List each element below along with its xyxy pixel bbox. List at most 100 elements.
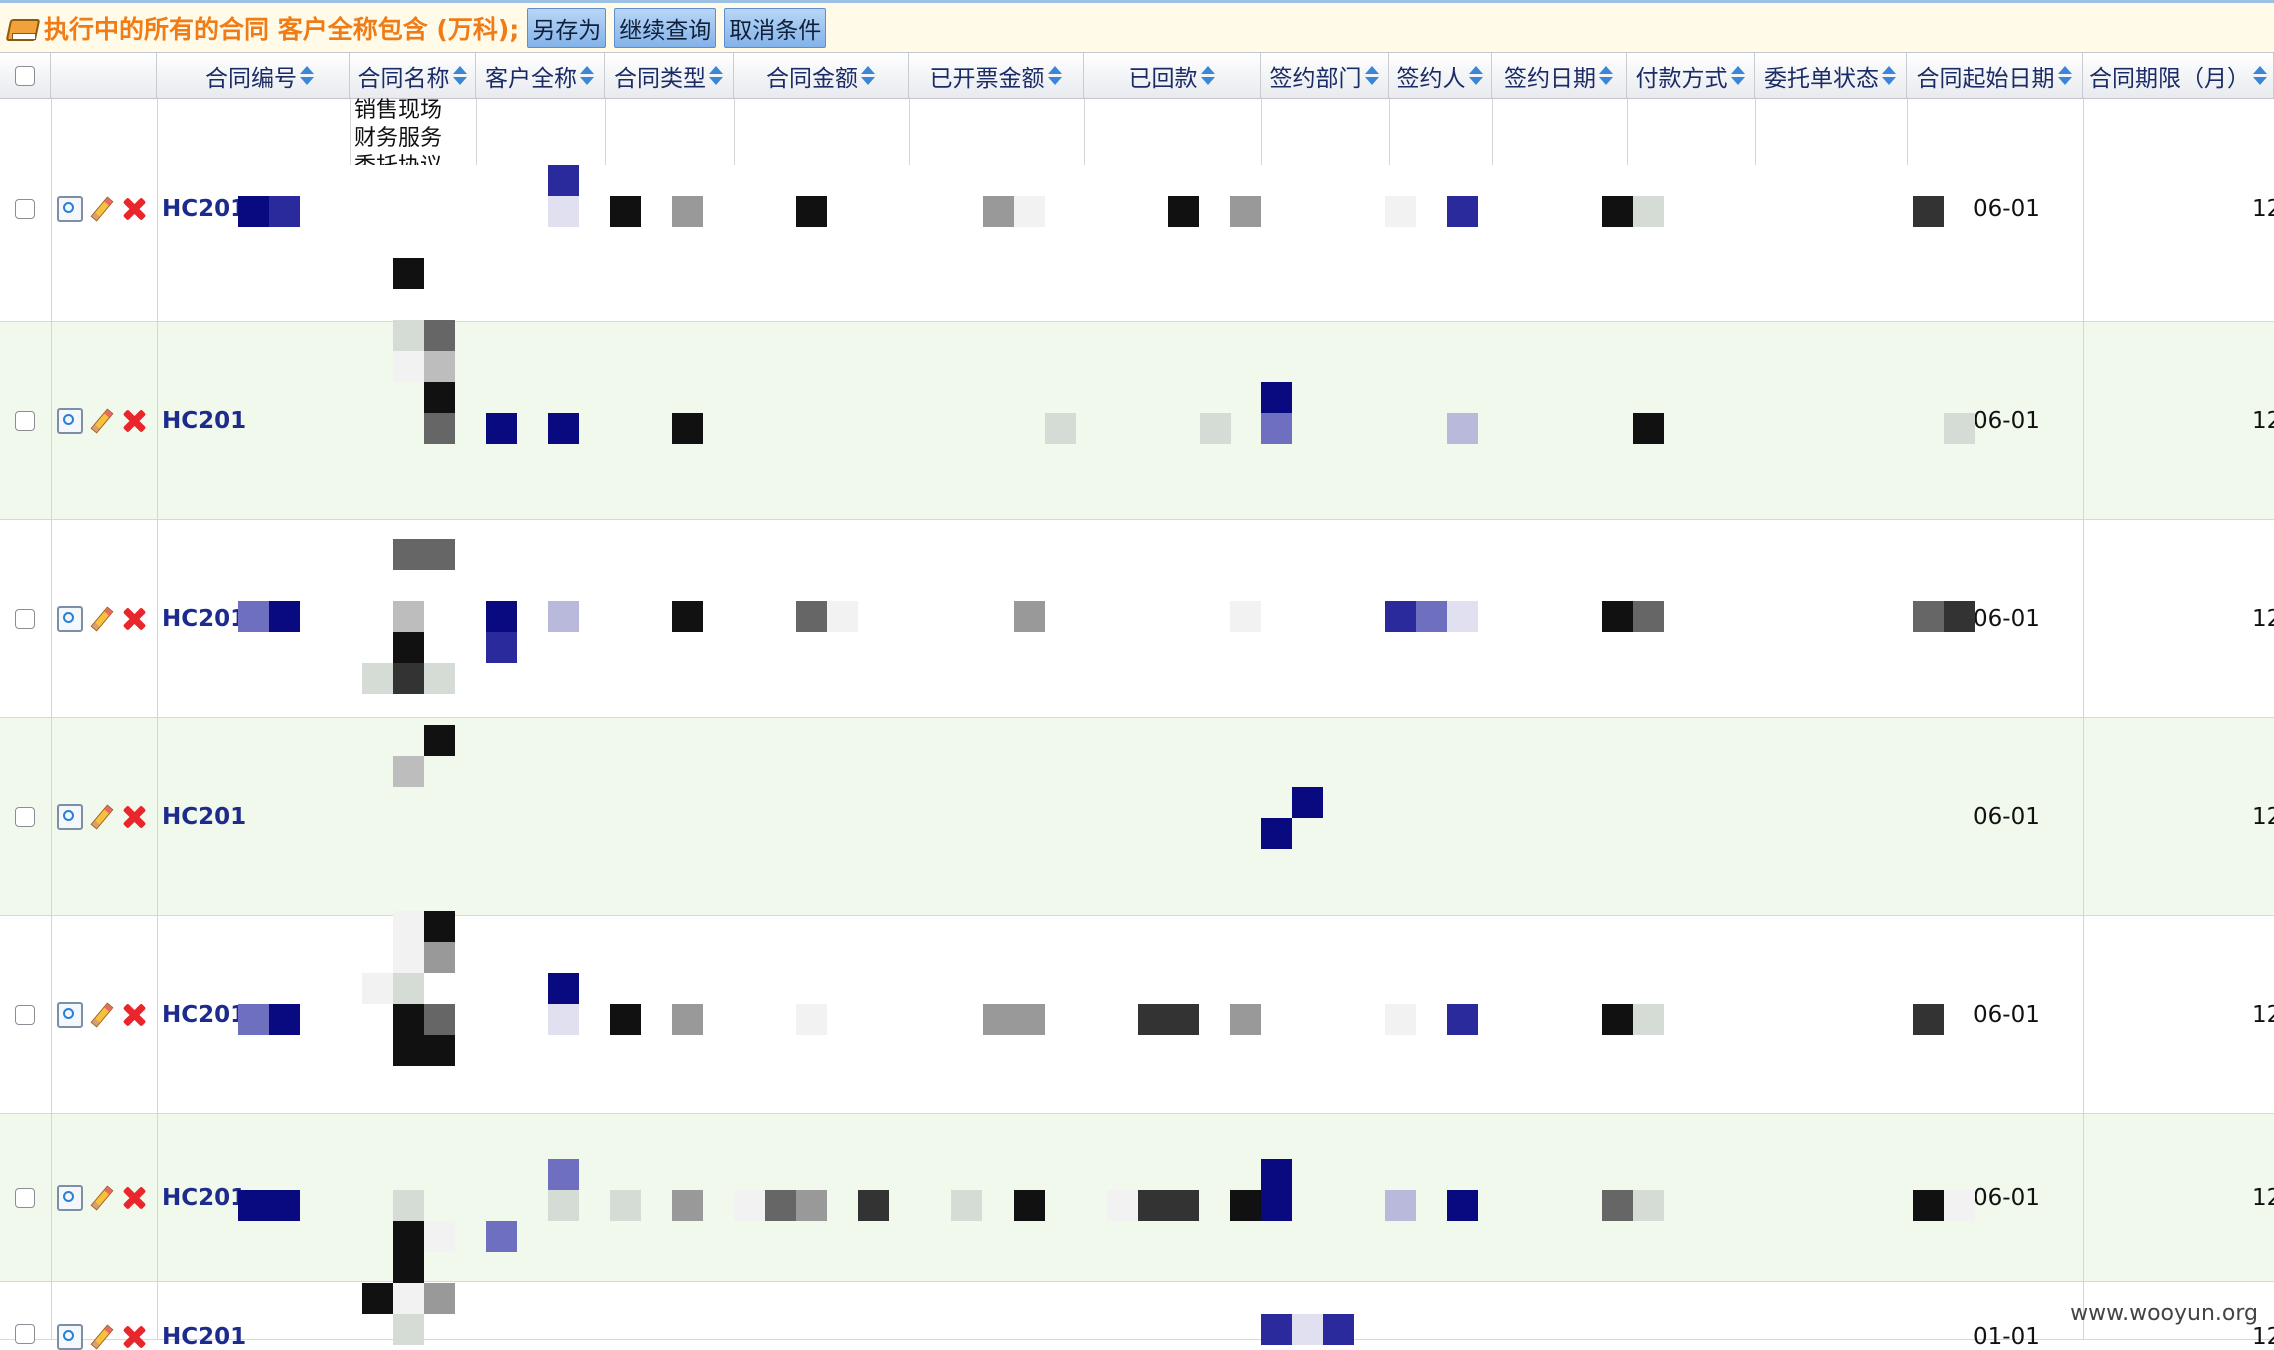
view-icon[interactable] [57,1184,83,1211]
cancel-conditions-button[interactable]: 取消条件 [724,7,827,48]
delete-icon[interactable] [121,1324,147,1350]
contract-code-link[interactable]: HC201 [162,605,247,632]
sort-icon[interactable] [1468,65,1484,87]
column-header-order-status[interactable]: 委托单状态 [1755,53,1907,98]
mosaic-block [1913,601,1944,632]
contract-code-link[interactable]: HC201 [162,407,247,434]
contract-code-link[interactable]: HC201 [162,196,247,222]
mosaic-block [548,165,579,196]
start-date-cell: 06-01 [1973,520,2040,717]
row-checkbox[interactable] [15,1324,35,1344]
mosaic-block [393,1283,424,1314]
edit-icon[interactable] [89,606,115,632]
column-header-sign-date[interactable]: 签约日期 [1492,53,1627,98]
sort-icon[interactable] [1598,65,1614,87]
select-all-checkbox[interactable] [15,65,35,86]
mosaic-block [672,196,703,227]
row-checkbox[interactable] [15,1187,35,1208]
row-checkbox[interactable] [15,199,35,219]
view-icon[interactable] [57,803,83,830]
sort-icon[interactable] [708,65,724,87]
start-date-cell: 01-01 [1973,1282,2040,1350]
sort-icon[interactable] [1200,65,1216,87]
view-icon[interactable] [57,407,83,434]
column-header-start-date[interactable]: 合同起始日期 [1907,53,2083,98]
mosaic-block [1200,413,1231,444]
sort-icon[interactable] [579,65,595,87]
edit-icon[interactable] [89,1002,115,1028]
table-row[interactable]: HC201 01-01 12 [0,1282,2274,1350]
column-header-signer[interactable]: 签约人 [1389,53,1492,98]
column-header-name[interactable]: 合同名称 [350,53,476,98]
sort-icon[interactable] [2252,65,2268,87]
sort-icon[interactable] [299,65,315,87]
delete-icon[interactable] [121,408,147,434]
view-icon[interactable] [57,605,83,632]
column-header-type[interactable]: 合同类型 [605,53,734,98]
contract-code-link[interactable]: HC201 [162,1001,247,1028]
sort-icon[interactable] [1881,65,1897,87]
contract-code-link[interactable]: HC201 [162,803,247,830]
mosaic-block [1913,1190,1944,1221]
delete-icon[interactable] [121,1185,147,1211]
sort-icon[interactable] [860,65,876,87]
table-row[interactable]: HC201 06-01 12 [0,916,2274,1114]
column-header-payment[interactable]: 付款方式 [1627,53,1755,98]
view-icon[interactable] [57,196,83,222]
row-checkbox[interactable] [15,410,35,431]
mosaic-block [1913,1004,1944,1035]
delete-icon[interactable] [121,804,147,830]
sort-icon[interactable] [2057,65,2073,87]
delete-icon[interactable] [121,1002,147,1028]
column-header-department[interactable]: 签约部门 [1261,53,1389,98]
sort-icon[interactable] [1047,65,1063,87]
column-divider [2083,97,2084,1340]
mosaic-block [393,942,424,973]
column-header-term[interactable]: 合同期限（月） [2083,53,2274,98]
edit-icon[interactable] [89,408,115,434]
sort-icon[interactable] [452,65,468,87]
column-divider [476,97,477,165]
column-divider [1755,97,1756,165]
start-date-cell: 06-01 [1973,718,2040,915]
edit-icon[interactable] [89,1324,115,1350]
mosaic-block [1168,1190,1199,1221]
delete-icon[interactable] [121,196,147,222]
row-select-cell [15,916,35,1113]
table-row[interactable]: HC201 06-01 12 [0,97,2274,322]
column-header-received[interactable]: 已回款 [1084,53,1261,98]
mosaic-block [1107,1190,1138,1221]
mosaic-block [1014,196,1045,227]
column-header-amount[interactable]: 合同金额 [734,53,909,98]
mosaic-block [424,539,455,570]
view-icon[interactable] [57,1001,83,1028]
column-header-customer[interactable]: 客户全称 [476,53,605,98]
mosaic-block [393,756,424,787]
column-header-invoiced[interactable]: 已开票金额 [909,53,1084,98]
edit-icon[interactable] [89,804,115,830]
edit-icon[interactable] [89,196,115,222]
sort-icon[interactable] [1730,65,1746,87]
delete-icon[interactable] [121,606,147,632]
row-checkbox[interactable] [15,1004,35,1025]
row-checkbox[interactable] [15,608,35,629]
mosaic-block [1633,601,1664,632]
mosaic-block [393,663,424,694]
table-row[interactable]: HC201 06-01 12 [0,718,2274,916]
mosaic-block [1633,1190,1664,1221]
start-date-cell: 06-01 [1973,97,2040,321]
table-row[interactable]: HC201 06-01 12 [0,322,2274,520]
continue-query-button[interactable]: 继续查询 [614,7,717,48]
sort-icon[interactable] [1364,65,1380,87]
view-icon[interactable] [57,1324,83,1350]
start-date: 06-01 [1973,1184,2040,1211]
row-checkbox[interactable] [15,806,35,827]
save-as-button[interactable]: 另存为 [527,7,607,48]
table-row[interactable]: HC201 06-01 12 [0,520,2274,718]
mosaic-block [424,351,455,382]
edit-icon[interactable] [89,1185,115,1211]
mosaic-block [1416,601,1447,632]
contract-code-link[interactable]: HC201 [162,1324,247,1350]
contract-code-link[interactable]: HC201 [162,1184,247,1211]
column-header-code[interactable]: 合同编号 [157,53,350,98]
